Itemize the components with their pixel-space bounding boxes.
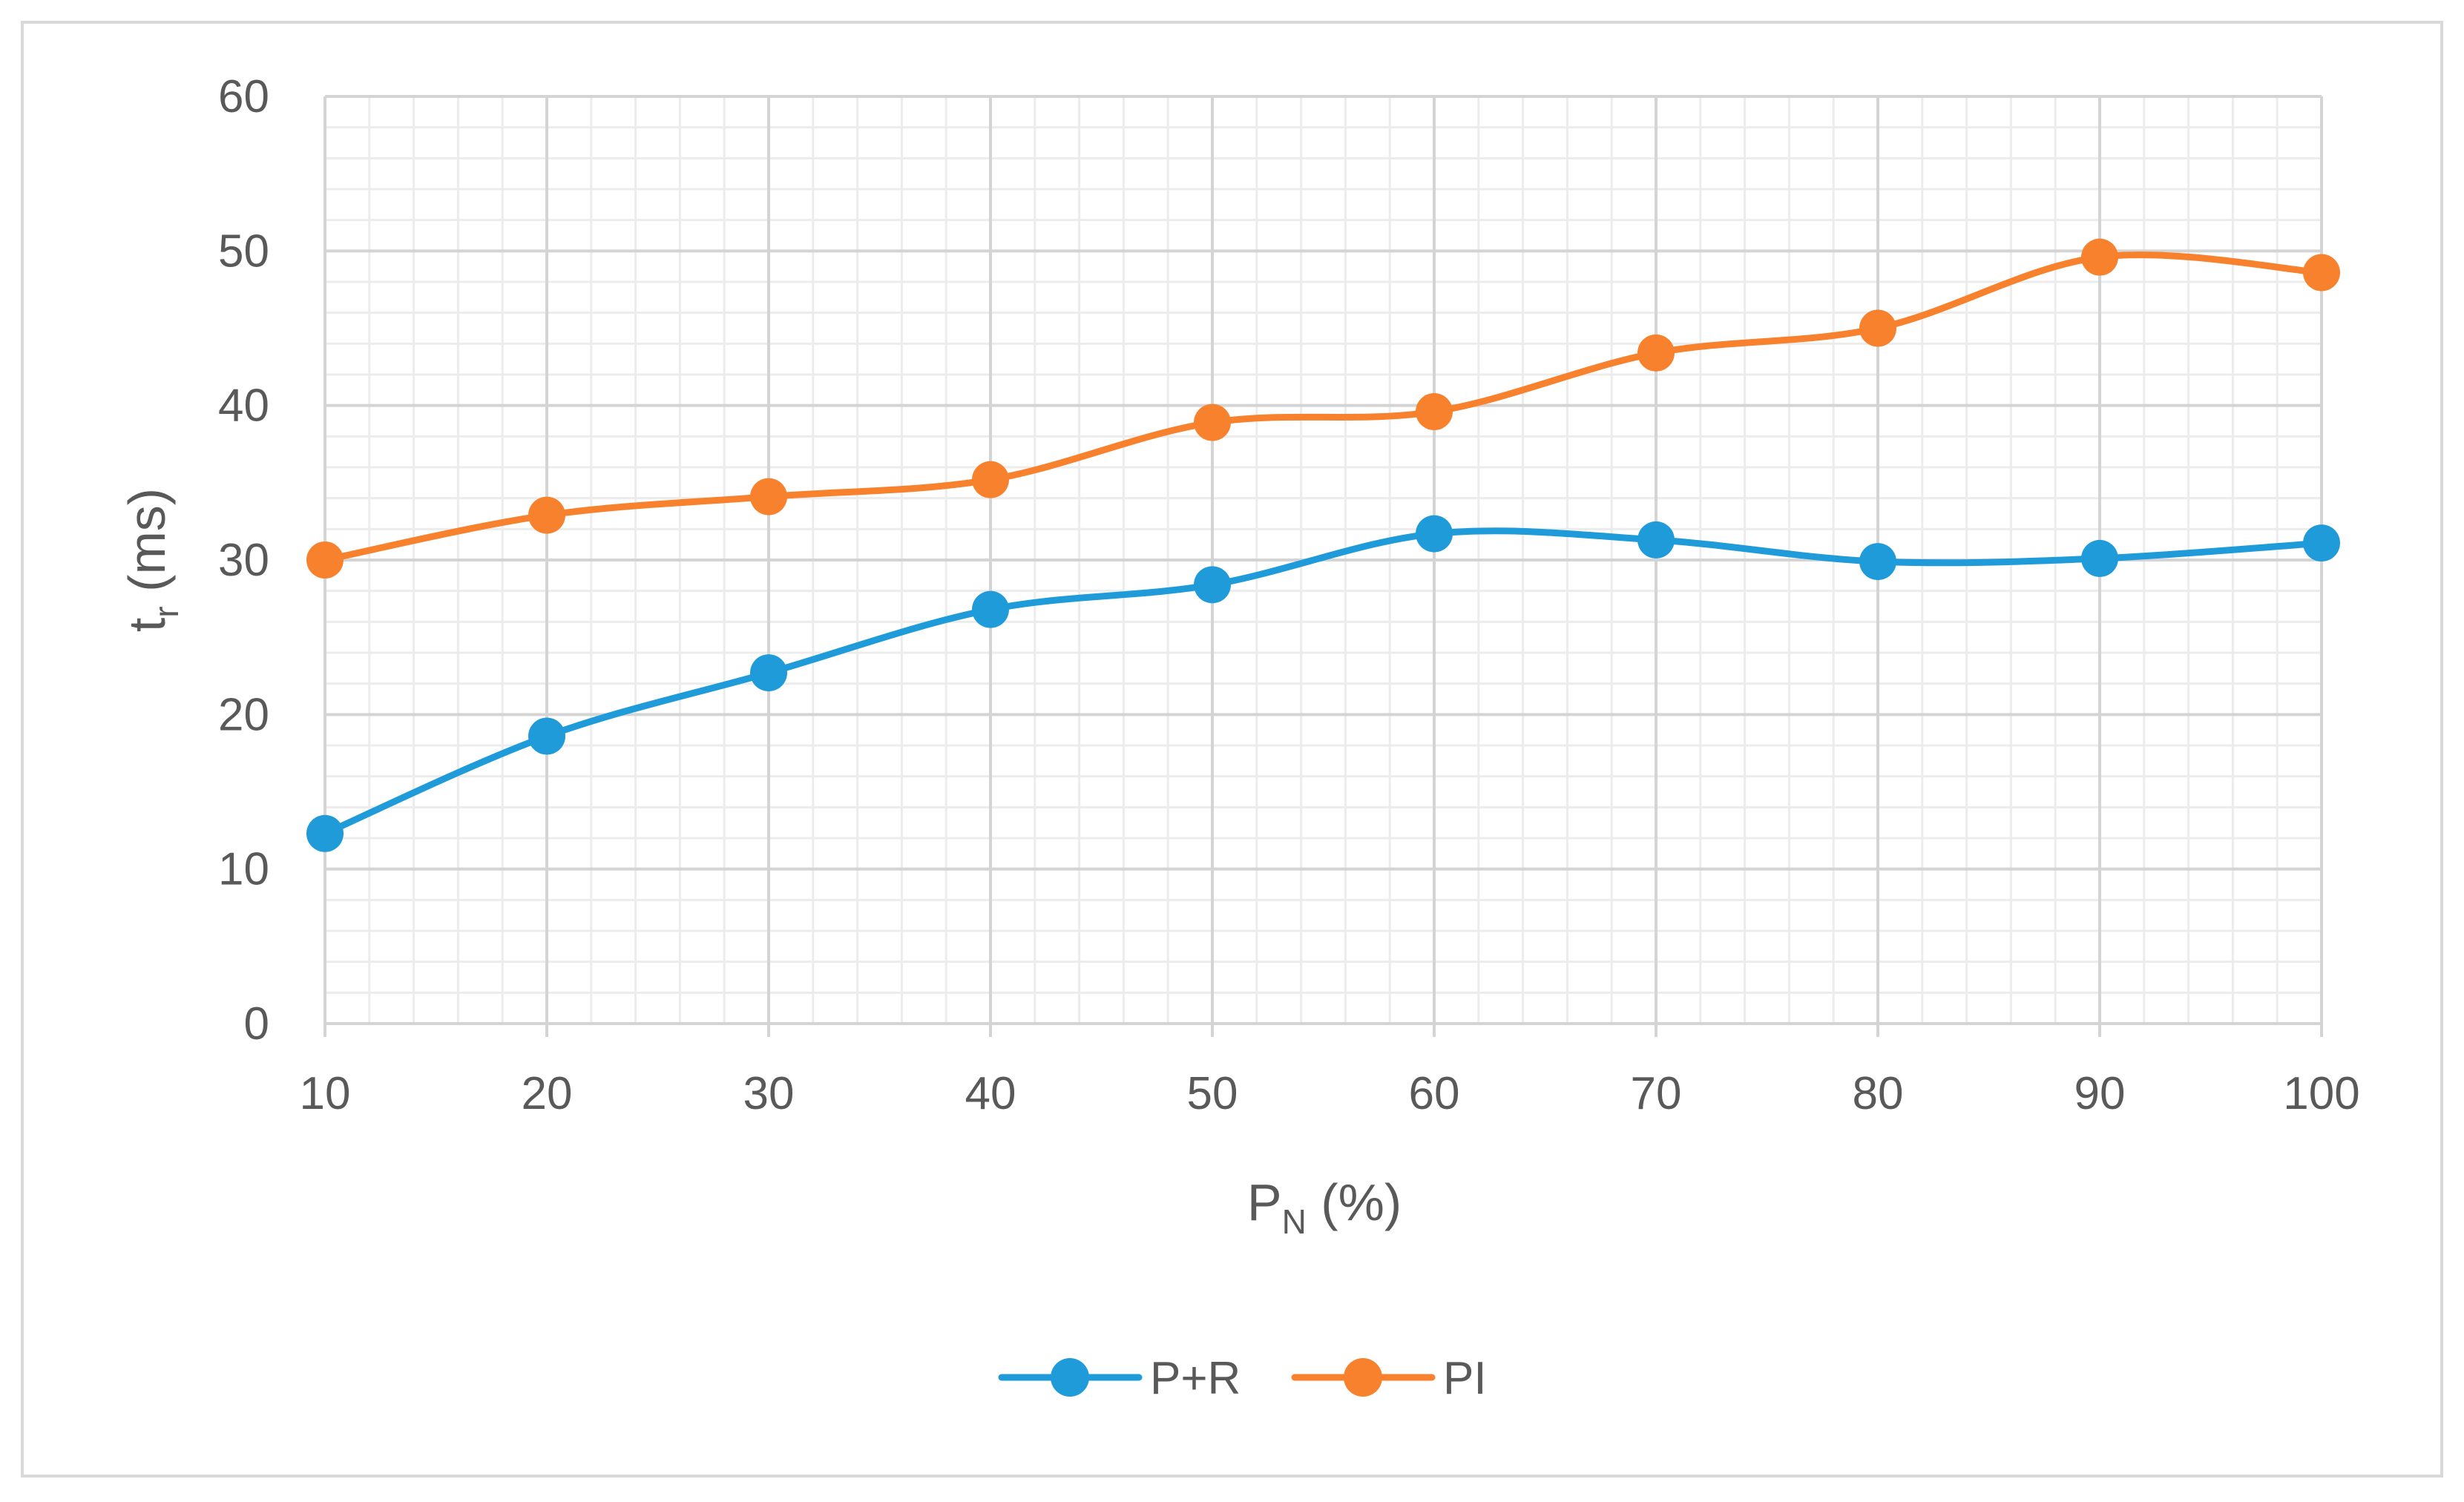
legend-label-p-plus-r: P+R — [1150, 1353, 1241, 1404]
x-tick-label: 40 — [965, 1068, 1016, 1119]
y-tick-label: 20 — [218, 689, 269, 740]
y-tick-label: 10 — [218, 844, 269, 895]
data-point[interactable] — [750, 478, 787, 516]
x-tick-label: 20 — [522, 1068, 573, 1119]
y-axis-title-unit: (ms) — [118, 488, 176, 606]
x-axis-title: PN (%) — [1247, 1173, 1402, 1241]
y-axis-title-main: t — [118, 618, 176, 632]
data-point[interactable] — [528, 717, 565, 755]
x-tick-label: 30 — [743, 1068, 795, 1119]
x-axis-title-subscript: N — [1282, 1202, 1307, 1241]
x-tick-label: 60 — [1409, 1068, 1460, 1119]
data-point[interactable] — [306, 541, 344, 579]
y-axis-title-subscript: r — [147, 606, 185, 617]
data-point[interactable] — [972, 461, 1009, 498]
x-tick-label: 50 — [1187, 1068, 1238, 1119]
x-axis-ticks: 10 20 30 40 50 60 70 80 90 100 — [300, 1068, 2360, 1119]
series-line — [321, 527, 2325, 837]
series-line — [321, 251, 2325, 564]
legend-marker-pi — [1344, 1358, 1382, 1397]
data-point[interactable] — [1637, 521, 1675, 559]
data-point[interactable] — [1194, 566, 1231, 604]
data-point[interactable] — [1637, 334, 1675, 372]
x-tick-label: 70 — [1631, 1068, 1682, 1119]
y-tick-label: 30 — [218, 535, 269, 586]
data-point[interactable] — [2303, 254, 2340, 291]
y-tick-label: 60 — [218, 71, 269, 122]
data-point[interactable] — [1859, 543, 1896, 581]
y-tick-label: 50 — [218, 225, 269, 277]
data-point[interactable] — [2081, 238, 2118, 276]
legend-label-pi: PI — [1443, 1353, 1487, 1404]
legend-marker-p-plus-r — [1051, 1358, 1089, 1397]
legend-item-p-plus-r[interactable]: P+R — [998, 1353, 1241, 1404]
data-point[interactable] — [306, 814, 344, 852]
data-point[interactable] — [2081, 539, 2118, 577]
y-axis-title: tr (ms) — [118, 488, 185, 632]
series-layer — [306, 238, 2340, 852]
x-tick-label: 80 — [1853, 1068, 1904, 1119]
data-point[interactable] — [972, 590, 1009, 628]
x-tick-label: 10 — [300, 1068, 351, 1119]
chart-frame — [21, 21, 2443, 1478]
legend: P+R PI — [998, 1353, 1487, 1404]
data-point[interactable] — [1194, 404, 1231, 441]
data-point[interactable] — [1416, 393, 1453, 430]
x-axis-title-main: P — [1247, 1173, 1282, 1231]
series-pi — [306, 238, 2340, 579]
x-tick-label: 90 — [2074, 1068, 2126, 1119]
data-point[interactable] — [1859, 309, 1896, 347]
data-point[interactable] — [750, 654, 787, 692]
y-tick-label: 40 — [218, 381, 269, 432]
y-axis-ticks: 0 10 20 30 40 50 60 — [218, 71, 269, 1050]
data-point[interactable] — [1416, 515, 1453, 553]
data-point[interactable] — [528, 496, 565, 534]
x-axis-title-unit: (%) — [1307, 1173, 1402, 1231]
legend-item-pi[interactable]: PI — [1291, 1353, 1487, 1404]
series-p-plus-r — [306, 515, 2340, 852]
y-tick-label: 0 — [244, 998, 269, 1050]
data-point[interactable] — [2303, 524, 2340, 562]
x-tick-label: 100 — [2283, 1068, 2359, 1119]
